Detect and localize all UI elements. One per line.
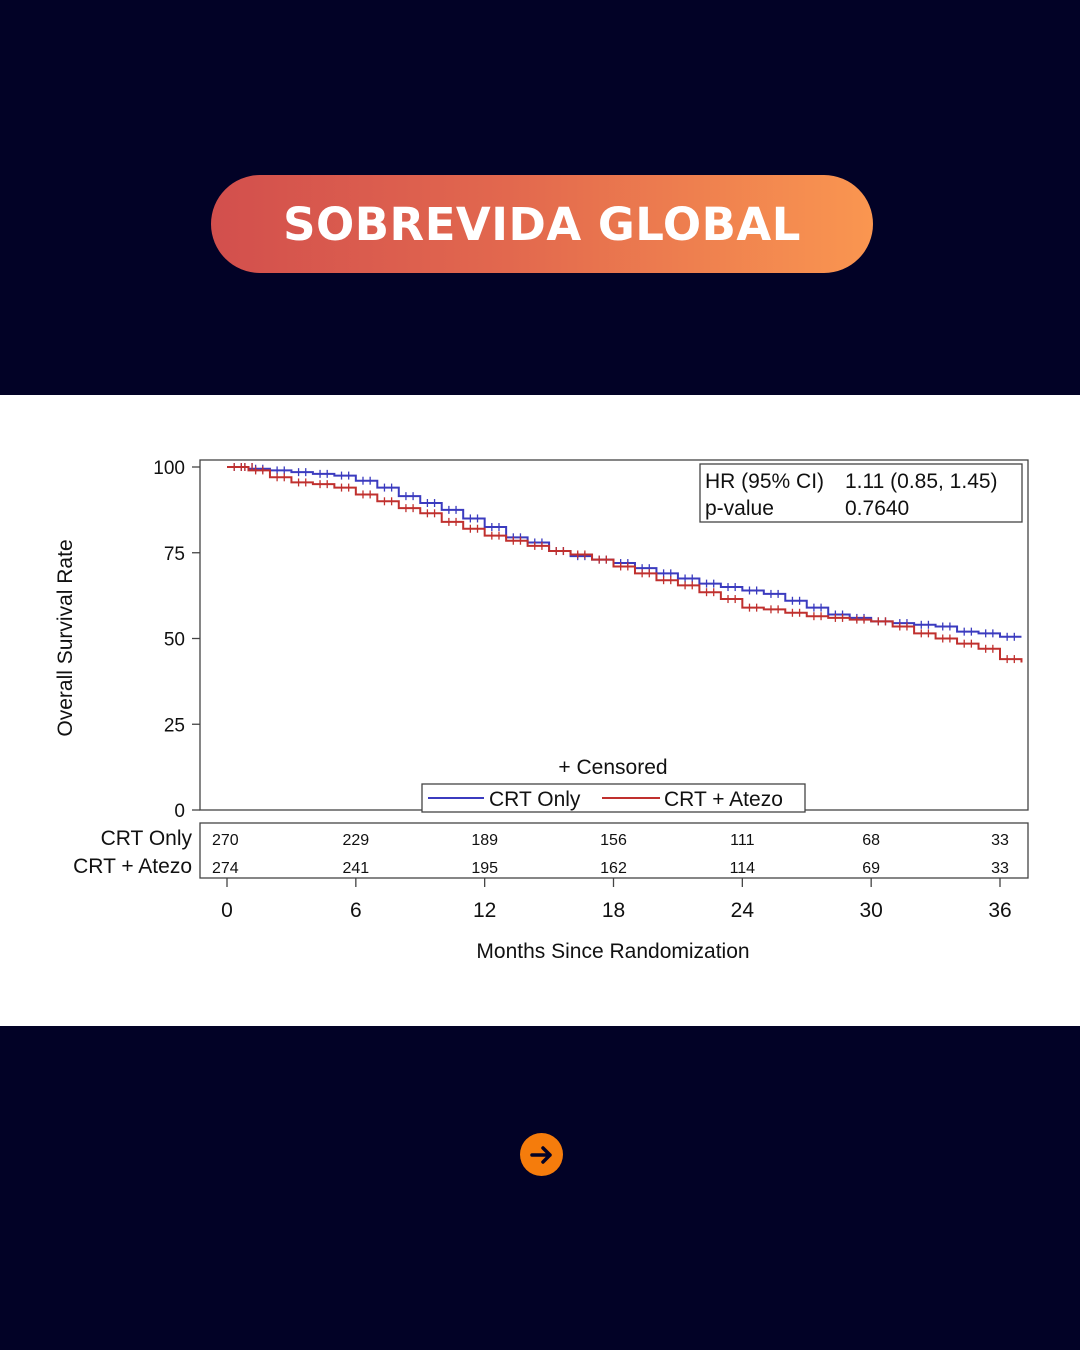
- series-line-crt-atezo: [227, 466, 1023, 663]
- risk-value: 68: [862, 832, 880, 849]
- y-tick-label: 0: [174, 801, 185, 822]
- y-tick-label: 25: [164, 715, 185, 736]
- hr-value: 1.11 (0.85, 1.45): [845, 470, 998, 493]
- risk-value: 241: [342, 860, 369, 877]
- y-tick-label: 75: [164, 544, 185, 565]
- risk-value: 33: [991, 832, 1009, 849]
- x-tick-label: 0: [221, 899, 233, 922]
- survival-chart: 0 25 50 75 100 HR (95% CI) 1.11 (0.85, 1.45) p…: [54, 458, 1029, 963]
- hr-label: HR (95% CI): [705, 470, 824, 493]
- p-label: p-value: [705, 497, 774, 520]
- risk-value: 229: [342, 832, 369, 849]
- risk-value: 114: [730, 860, 756, 877]
- title-pill: SOBREVIDA GLOBAL: [211, 175, 873, 273]
- x-tick-label: 36: [988, 899, 1011, 922]
- risk-value: 33: [991, 860, 1009, 877]
- next-button[interactable]: [520, 1133, 563, 1176]
- y-axis-label: Overall Survival Rate: [54, 539, 77, 736]
- risk-value: 274: [212, 860, 239, 877]
- hr-box: [699, 463, 1023, 523]
- x-tick-label: 30: [859, 899, 882, 922]
- chart-panel: 0 25 50 75 100 HR (95% CI) 1.11 (0.85, 1.45) p…: [0, 395, 1080, 1026]
- x-tick-label: 18: [602, 899, 625, 922]
- risk-value: 162: [600, 860, 627, 877]
- legend-label-crt-only: CRT Only: [489, 788, 581, 811]
- risk-value: 195: [471, 860, 498, 877]
- risk-row-label: CRT Only: [101, 827, 193, 850]
- risk-value: 69: [862, 860, 880, 877]
- legend-box: [421, 783, 806, 813]
- y-tick-label: 100: [153, 458, 185, 479]
- risk-value: 189: [471, 832, 498, 849]
- x-tick-label: 24: [731, 899, 755, 922]
- p-value: 0.7640: [845, 497, 909, 520]
- risk-row-label: CRT + Atezo: [73, 855, 192, 878]
- legend-label-crt-atezo: CRT + Atezo: [664, 788, 783, 811]
- x-axis-label: Months Since Randomization: [476, 940, 749, 963]
- arrow-right-icon: [529, 1145, 552, 1164]
- risk-value: 156: [600, 832, 627, 849]
- y-tick-label: 50: [164, 630, 185, 651]
- x-tick-label: 12: [473, 899, 496, 922]
- page-title: SOBREVIDA GLOBAL: [283, 197, 801, 251]
- legend-title: + Censored: [558, 756, 667, 779]
- risk-value: 270: [212, 832, 239, 849]
- x-tick-label: 6: [350, 899, 362, 922]
- risk-value: 111: [730, 832, 754, 849]
